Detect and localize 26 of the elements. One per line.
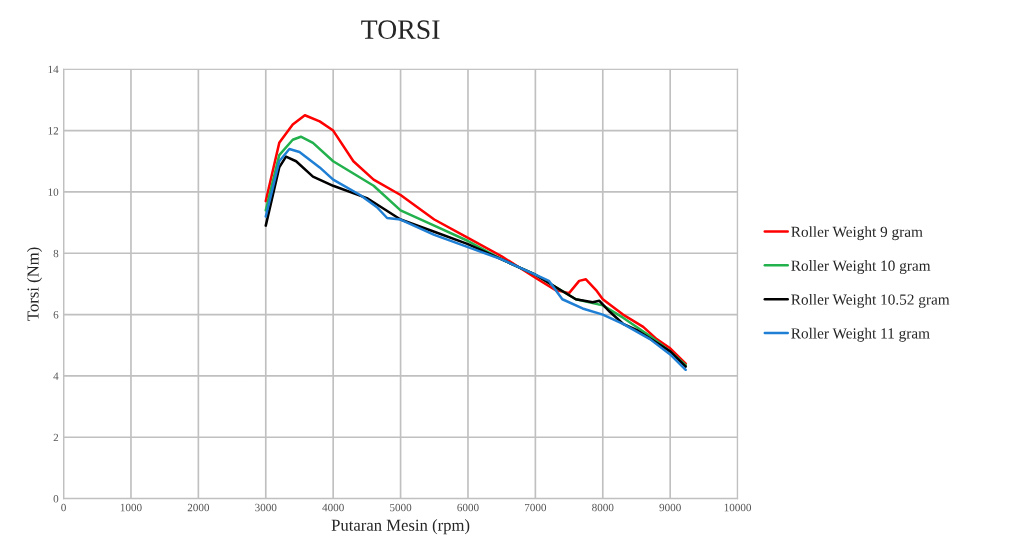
x-tick-label: 10000 (724, 503, 752, 512)
y-tick-label: 12 (48, 127, 59, 135)
x-tick-label: 6000 (457, 503, 479, 512)
chart-title: TORSI (361, 20, 440, 39)
y-tick-label: 0 (53, 495, 59, 503)
y-tick-label: 4 (53, 372, 59, 380)
legend-label: Roller Weight 10 gram (791, 260, 931, 274)
x-tick-label: 8000 (592, 503, 614, 512)
y-axis-title: Torsi (Nm) (26, 247, 43, 321)
y-tick-label: 8 (53, 249, 59, 258)
y-tick-label: 6 (53, 311, 59, 319)
x-tick-label: 9000 (659, 503, 681, 512)
x-tick-label: 0 (61, 503, 66, 512)
legend-label: Roller Weight 11 gram (791, 327, 930, 342)
y-tick-label: 2 (53, 433, 59, 442)
x-axis-title: Putaran Mesin (rpm) (331, 519, 470, 535)
x-tick-label: 4000 (322, 503, 344, 512)
x-tick-label: 7000 (525, 503, 547, 512)
legend-label: Roller Weight 10.52 gram (791, 293, 950, 308)
x-tick-label: 2000 (187, 503, 210, 512)
legend-label: Roller Weight 9 gram (791, 226, 923, 241)
x-tick-label: 5000 (390, 503, 412, 512)
y-tick-label: 14 (48, 65, 59, 74)
x-tick-label: 3000 (255, 503, 277, 512)
y-tick-label: 10 (48, 188, 59, 196)
x-tick-label: 1000 (120, 503, 142, 512)
